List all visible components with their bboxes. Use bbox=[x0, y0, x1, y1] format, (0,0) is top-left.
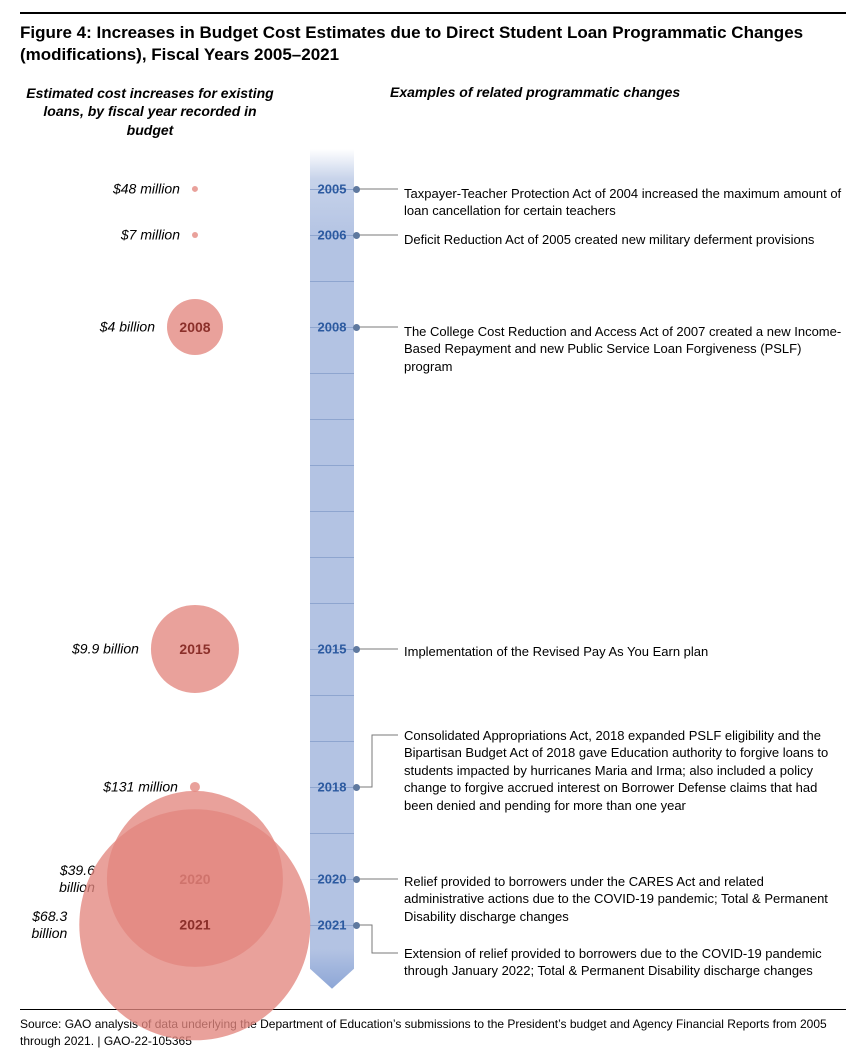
figure-container: Figure 4: Increases in Budget Cost Estim… bbox=[0, 0, 866, 1061]
connector-dot-icon bbox=[353, 646, 360, 653]
mid-spacer bbox=[280, 84, 380, 139]
top-rule bbox=[20, 12, 846, 14]
timeline-year-label: 2020 bbox=[310, 871, 354, 886]
timeline-tick bbox=[310, 511, 354, 512]
timeline-tick bbox=[310, 741, 354, 742]
timeline-diagram: 2005 2006 2008 2015 2018 2020 2021 $48 million T… bbox=[20, 149, 846, 999]
cost-value-label: $68.3billion bbox=[20, 908, 67, 942]
timeline-year-label: 2015 bbox=[310, 641, 354, 656]
timeline-year-label: 2018 bbox=[310, 779, 354, 794]
timeline-tick bbox=[310, 833, 354, 834]
figure-title: Figure 4: Increases in Budget Cost Estim… bbox=[20, 22, 846, 66]
event-description: Relief provided to borrowers under the C… bbox=[404, 873, 846, 926]
timeline-tick bbox=[310, 557, 354, 558]
timeline-year-label: 2021 bbox=[310, 917, 354, 932]
cost-bubble: 2015 bbox=[151, 605, 239, 693]
timeline-year-label: 2008 bbox=[310, 319, 354, 334]
timeline-tick bbox=[310, 373, 354, 374]
timeline-tick bbox=[310, 281, 354, 282]
connector-line bbox=[358, 735, 398, 787]
event-description: Deficit Reduction Act of 2005 created ne… bbox=[404, 231, 846, 249]
timeline-tick bbox=[310, 695, 354, 696]
left-column-header: Estimated cost increases for existing lo… bbox=[20, 84, 280, 139]
connector-dot-icon bbox=[353, 876, 360, 883]
event-description: The College Cost Reduction and Access Ac… bbox=[404, 323, 846, 376]
timeline-tick bbox=[310, 419, 354, 420]
cost-bubble bbox=[192, 232, 198, 238]
timeline-year-label: 2005 bbox=[310, 181, 354, 196]
connector-dot-icon bbox=[353, 324, 360, 331]
connector-dot-icon bbox=[353, 922, 360, 929]
cost-value-label: $131 million bbox=[20, 778, 178, 795]
timeline-year-label: 2006 bbox=[310, 227, 354, 242]
connector-dot-icon bbox=[353, 186, 360, 193]
connector-dot-icon bbox=[353, 232, 360, 239]
cost-value-label: $9.9 billion bbox=[20, 640, 139, 657]
cost-bubble: 2021 bbox=[79, 809, 310, 1040]
column-headers: Estimated cost increases for existing lo… bbox=[20, 84, 846, 139]
timeline-tick bbox=[310, 465, 354, 466]
event-description: Extension of relief provided to borrower… bbox=[404, 945, 846, 980]
event-description: Consolidated Appropriations Act, 2018 ex… bbox=[404, 727, 846, 815]
event-description: Implementation of the Revised Pay As You… bbox=[404, 643, 846, 661]
event-description: Taxpayer-Teacher Protection Act of 2004 … bbox=[404, 185, 846, 220]
connector-dot-icon bbox=[353, 784, 360, 791]
cost-value-label: $48 million bbox=[20, 180, 180, 197]
cost-value-label: $7 million bbox=[20, 226, 180, 243]
cost-bubble: 2008 bbox=[167, 299, 223, 355]
right-column-header: Examples of related programmatic changes bbox=[380, 84, 846, 139]
connector-line bbox=[358, 925, 398, 953]
timeline-tick bbox=[310, 603, 354, 604]
cost-value-label: $4 billion bbox=[20, 318, 155, 335]
